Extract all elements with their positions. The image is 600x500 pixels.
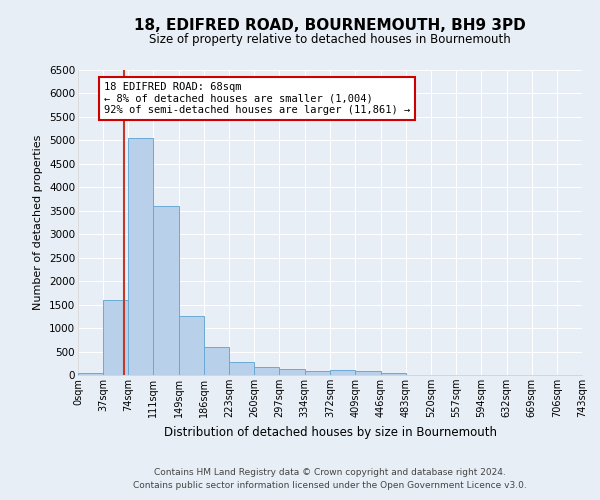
Bar: [204, 347, 229, 375]
Text: Contains public sector information licensed under the Open Government Licence v3: Contains public sector information licen…: [133, 482, 527, 490]
Text: 18 EDIFRED ROAD: 68sqm
← 8% of detached houses are smaller (1,004)
92% of semi-d: 18 EDIFRED ROAD: 68sqm ← 8% of detached …: [104, 82, 410, 115]
Bar: [153, 206, 179, 375]
Bar: [380, 372, 406, 375]
Bar: [78, 372, 103, 375]
Text: Size of property relative to detached houses in Bournemouth: Size of property relative to detached ho…: [149, 32, 511, 46]
Bar: [103, 300, 128, 375]
Text: 18, EDIFRED ROAD, BOURNEMOUTH, BH9 3PD: 18, EDIFRED ROAD, BOURNEMOUTH, BH9 3PD: [134, 18, 526, 32]
Bar: [128, 138, 153, 375]
Bar: [179, 316, 204, 375]
Bar: [331, 370, 355, 375]
Bar: [280, 369, 305, 375]
Text: Contains HM Land Registry data © Crown copyright and database right 2024.: Contains HM Land Registry data © Crown c…: [154, 468, 506, 477]
Y-axis label: Number of detached properties: Number of detached properties: [34, 135, 43, 310]
Bar: [355, 372, 380, 375]
Bar: [229, 362, 254, 375]
Text: Distribution of detached houses by size in Bournemouth: Distribution of detached houses by size …: [163, 426, 497, 439]
Bar: [305, 371, 331, 375]
Bar: [254, 367, 280, 375]
